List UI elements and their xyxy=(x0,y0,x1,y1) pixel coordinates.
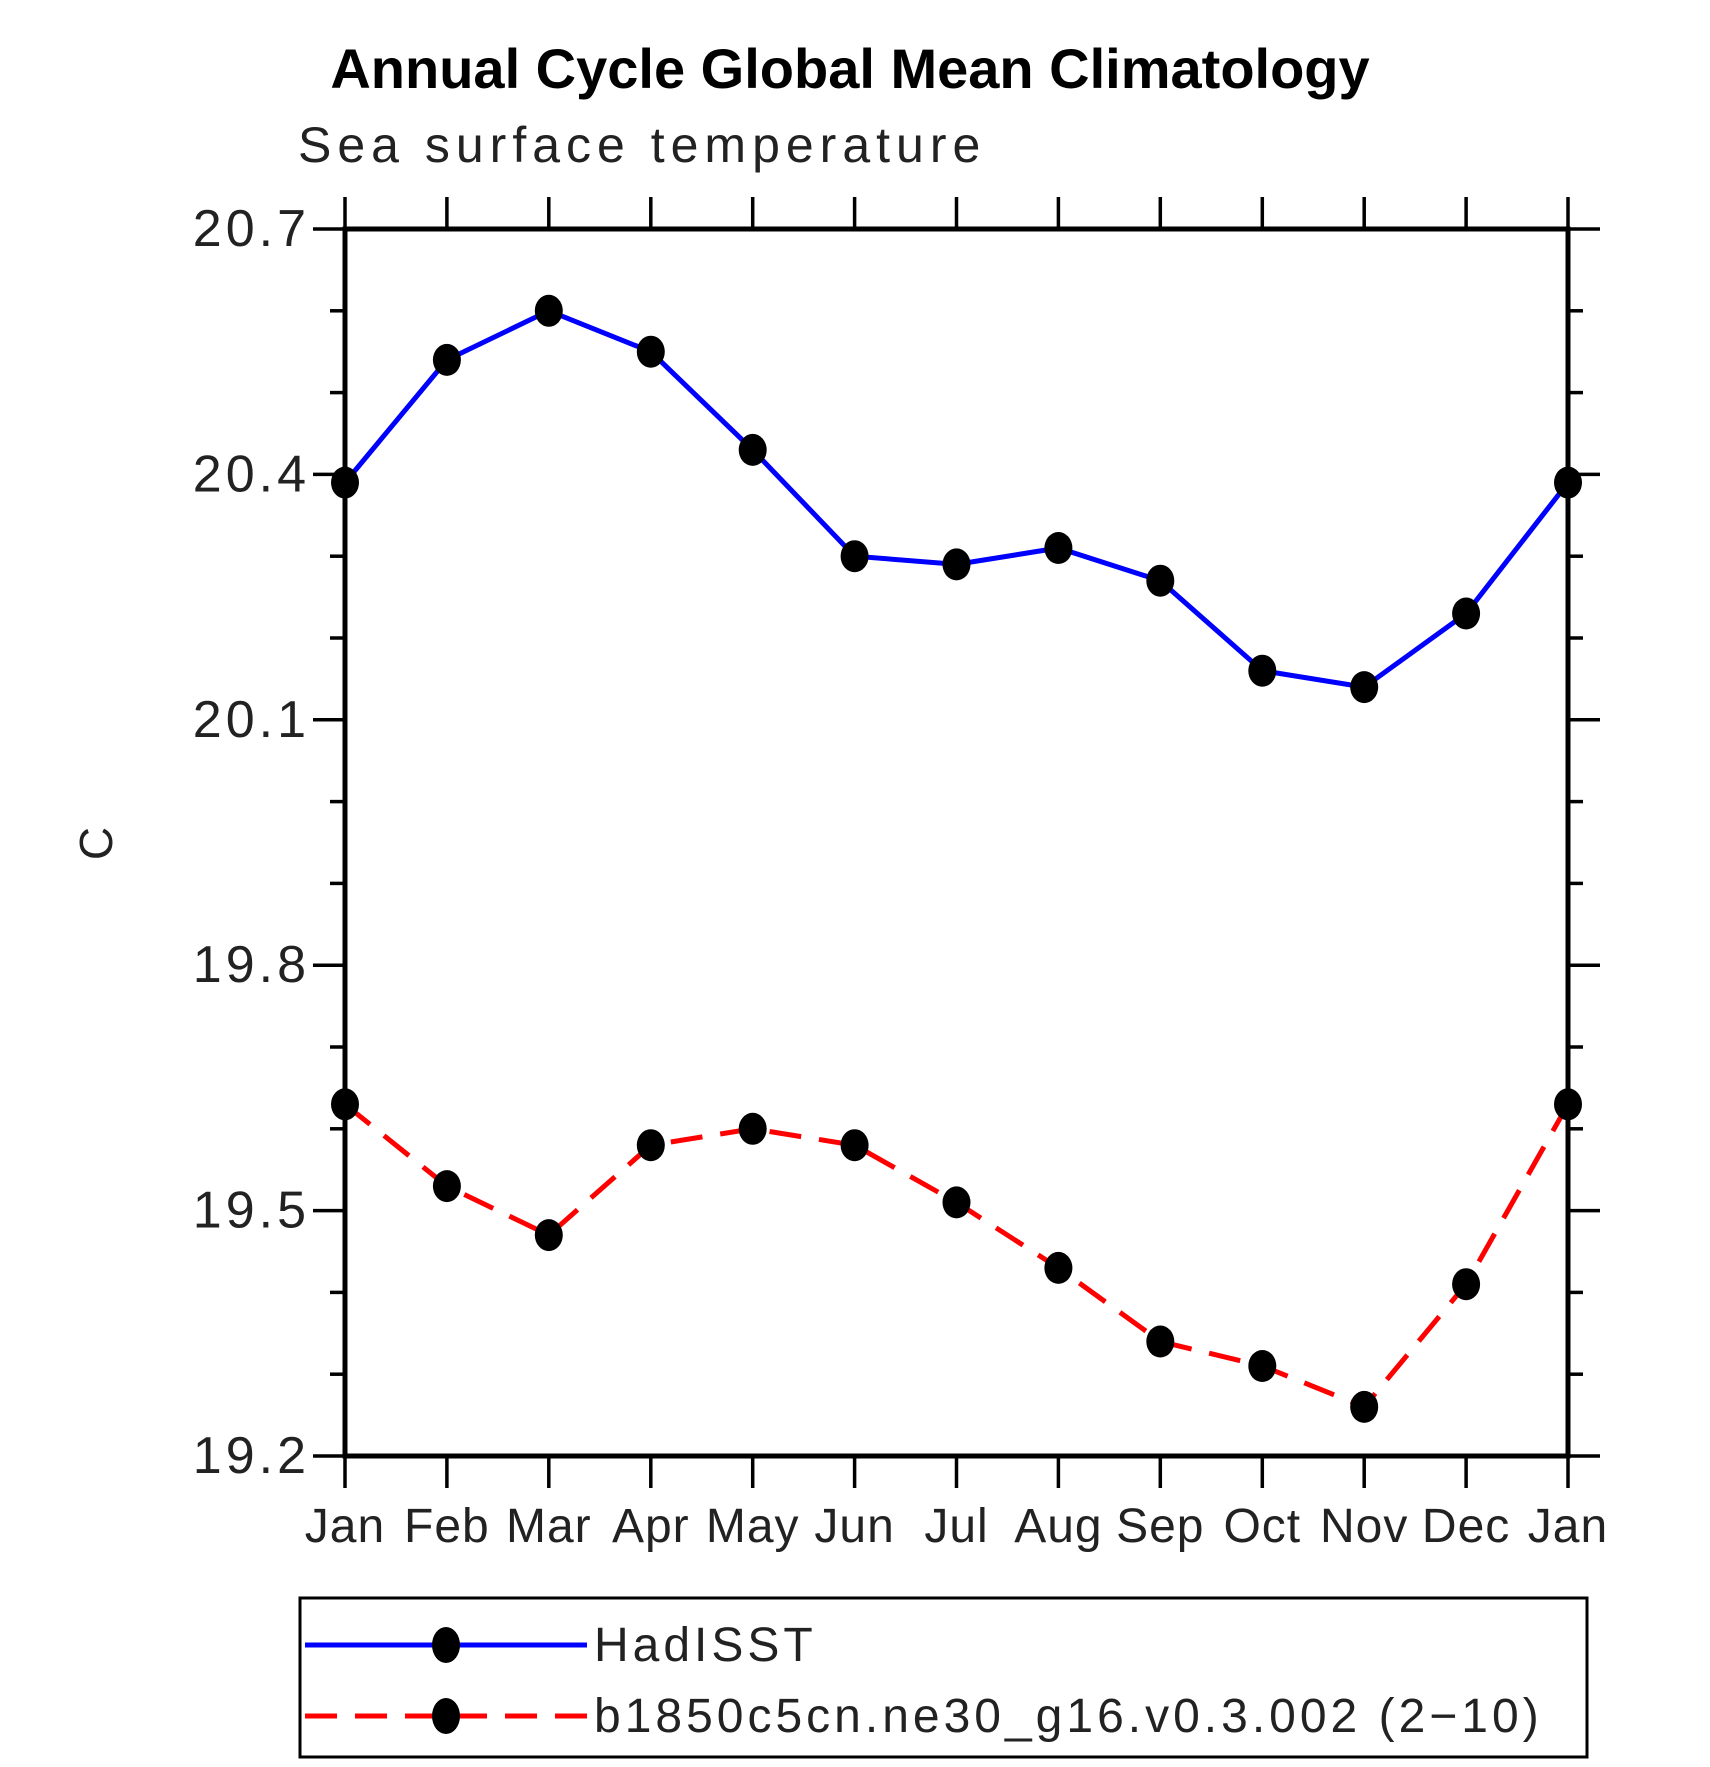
hadisst-point xyxy=(1044,532,1073,564)
x-tick-label: Jan xyxy=(1528,1500,1608,1553)
y-tick-label: 19.5 xyxy=(193,1182,310,1240)
model-point xyxy=(942,1186,971,1219)
model-line xyxy=(343,1102,1571,1410)
x-tick-label: Aug xyxy=(1014,1500,1102,1553)
y-tick-label: 19.2 xyxy=(193,1427,310,1485)
hadisst-point xyxy=(1248,654,1277,687)
x-tick-label: Dec xyxy=(1422,1500,1510,1553)
x-tick-label: Feb xyxy=(404,1500,490,1553)
y-tick-label: 19.8 xyxy=(193,936,310,994)
legend: HadISST b1850c5cn.ne30_g16.v0.3.002 (2−10… xyxy=(298,1596,1589,1759)
hadisst-point xyxy=(636,335,665,368)
x-tick-label: Oct xyxy=(1223,1500,1301,1553)
model-point xyxy=(1350,1390,1379,1423)
hadisst-point xyxy=(1350,671,1379,704)
model-point xyxy=(1044,1251,1073,1284)
hadisst-point xyxy=(331,466,359,499)
x-tick-label: Apr xyxy=(612,1500,690,1553)
model-point xyxy=(1146,1325,1175,1358)
y-axis-label: C xyxy=(70,824,122,860)
model-point xyxy=(534,1219,563,1252)
x-tick-label: Jun xyxy=(814,1500,894,1553)
x-tick-label: May xyxy=(706,1500,800,1553)
hadisst-point xyxy=(942,548,971,581)
hadisst-point xyxy=(1452,597,1481,630)
x-tick-label: Nov xyxy=(1320,1500,1408,1553)
legend-box xyxy=(298,1596,1589,1759)
model-point xyxy=(1554,1088,1582,1121)
x-tick-label: Jan xyxy=(305,1500,385,1553)
legend-label: HadISST xyxy=(594,1619,817,1672)
y-tick-label: 20.1 xyxy=(193,691,310,749)
hadisst-point xyxy=(738,433,767,466)
model-point xyxy=(1248,1350,1277,1382)
plot-area: Jan Feb Mar Apr May Jun Jul Aug Sep Oct Nov Dec Jan 2… xyxy=(193,197,1608,1553)
hadisst-point xyxy=(840,540,869,573)
model-point xyxy=(1452,1268,1481,1301)
model-point xyxy=(432,1170,461,1203)
chart-title: Annual Cycle Global Mean Climatology xyxy=(330,37,1369,100)
legend-label: b1850c5cn.ne30_g16.v0.3.002 (2−10) xyxy=(594,1690,1543,1743)
hadisst-point xyxy=(432,343,461,376)
hadisst-point xyxy=(1146,564,1175,597)
chart-subtitle: Sea surface temperature xyxy=(298,117,986,173)
model-point xyxy=(331,1088,359,1121)
x-tick-label: Mar xyxy=(506,1500,592,1553)
hadisst-line xyxy=(343,308,1570,690)
y-tick-label: 20.4 xyxy=(193,445,310,503)
hadisst-point xyxy=(534,294,563,327)
legend-marker xyxy=(432,1627,460,1663)
model-point xyxy=(636,1129,665,1162)
hadisst-point xyxy=(1554,466,1582,499)
legend-marker xyxy=(432,1698,460,1734)
plot-frame xyxy=(342,226,1571,1459)
model-point xyxy=(840,1129,869,1162)
x-tick-label: Sep xyxy=(1116,1500,1204,1553)
y-tick-label: 20.7 xyxy=(193,200,310,258)
x-tick-label: Jul xyxy=(924,1500,988,1553)
model-point xyxy=(738,1112,767,1145)
